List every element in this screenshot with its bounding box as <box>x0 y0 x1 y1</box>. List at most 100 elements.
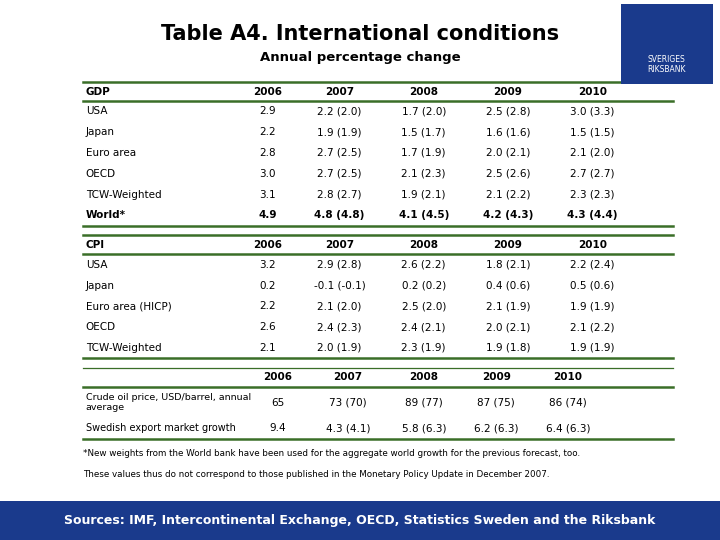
Text: 2006: 2006 <box>264 373 292 382</box>
Text: 0.2 (0.2): 0.2 (0.2) <box>402 280 446 291</box>
Text: 4.1 (4.5): 4.1 (4.5) <box>399 210 449 220</box>
Text: 87 (75): 87 (75) <box>477 397 515 408</box>
Text: 2.1 (2.3): 2.1 (2.3) <box>402 168 446 179</box>
Text: 1.9 (1.9): 1.9 (1.9) <box>318 127 361 137</box>
Text: USA: USA <box>86 260 107 270</box>
Text: 2009: 2009 <box>493 240 523 250</box>
Text: 1.8 (2.1): 1.8 (2.1) <box>486 260 530 270</box>
Text: 2.9 (2.8): 2.9 (2.8) <box>318 260 361 270</box>
Text: USA: USA <box>86 106 107 117</box>
Text: 5.8 (6.3): 5.8 (6.3) <box>402 423 446 434</box>
Text: 6.4 (6.3): 6.4 (6.3) <box>546 423 590 434</box>
Text: 2.6: 2.6 <box>259 322 276 332</box>
Text: 2010: 2010 <box>577 240 607 250</box>
Text: SVERIGES
RIKSBANK: SVERIGES RIKSBANK <box>647 55 686 75</box>
Text: Sources: IMF, Intercontinental Exchange, OECD, Statistics Sweden and the Riksban: Sources: IMF, Intercontinental Exchange,… <box>64 514 656 527</box>
Text: 0.2: 0.2 <box>259 280 276 291</box>
Text: 2010: 2010 <box>577 86 607 97</box>
Text: 3.0 (3.3): 3.0 (3.3) <box>570 106 614 117</box>
Text: Japan: Japan <box>86 127 114 137</box>
Text: 3.1: 3.1 <box>259 190 276 200</box>
Text: OECD: OECD <box>86 168 116 179</box>
Text: 9.4: 9.4 <box>269 423 287 434</box>
Text: 2.5 (2.8): 2.5 (2.8) <box>486 106 530 117</box>
Text: Swedish export market growth: Swedish export market growth <box>86 423 235 434</box>
Text: 2.7 (2.7): 2.7 (2.7) <box>570 168 614 179</box>
FancyBboxPatch shape <box>0 501 720 540</box>
Text: 4.3 (4.1): 4.3 (4.1) <box>325 423 370 434</box>
Text: 2.0 (2.1): 2.0 (2.1) <box>486 148 530 158</box>
Text: 2.1 (2.0): 2.1 (2.0) <box>318 301 361 312</box>
Text: 2.2 (2.0): 2.2 (2.0) <box>318 106 361 117</box>
Text: 4.9: 4.9 <box>258 210 276 220</box>
Text: 1.5 (1.5): 1.5 (1.5) <box>570 127 614 137</box>
Text: 0.5 (0.6): 0.5 (0.6) <box>570 280 614 291</box>
Text: 2.1 (1.9): 2.1 (1.9) <box>486 301 530 312</box>
Text: 1.6 (1.6): 1.6 (1.6) <box>486 127 530 137</box>
Text: 2009: 2009 <box>482 373 510 382</box>
Text: 2.7 (2.5): 2.7 (2.5) <box>318 148 361 158</box>
Text: CPI: CPI <box>86 240 105 250</box>
Text: Euro area (HICP): Euro area (HICP) <box>86 301 171 312</box>
Text: 2006: 2006 <box>253 240 282 250</box>
Text: 2.3 (1.9): 2.3 (1.9) <box>402 343 446 353</box>
Text: 2007: 2007 <box>325 240 354 250</box>
Text: *New weights from the World bank have been used for the aggregate world growth f: *New weights from the World bank have be… <box>83 449 580 457</box>
Text: 2.2 (2.4): 2.2 (2.4) <box>570 260 614 270</box>
Text: 2.1 (2.2): 2.1 (2.2) <box>570 322 614 332</box>
Text: 1.5 (1.7): 1.5 (1.7) <box>402 127 446 137</box>
Text: 1.7 (1.9): 1.7 (1.9) <box>402 148 446 158</box>
Text: 65: 65 <box>271 397 284 408</box>
Text: 1.9 (1.8): 1.9 (1.8) <box>486 343 530 353</box>
Text: 2.5 (2.6): 2.5 (2.6) <box>486 168 530 179</box>
Text: 2010: 2010 <box>554 373 582 382</box>
Text: 4.2 (4.3): 4.2 (4.3) <box>483 210 533 220</box>
Text: OECD: OECD <box>86 322 116 332</box>
Text: 2.2: 2.2 <box>259 301 276 312</box>
Text: 86 (74): 86 (74) <box>549 397 587 408</box>
Text: 2.0 (1.9): 2.0 (1.9) <box>318 343 361 353</box>
Text: 1.9 (1.9): 1.9 (1.9) <box>570 343 614 353</box>
Text: 2.7 (2.5): 2.7 (2.5) <box>318 168 361 179</box>
Text: These values thus do not correspond to those published in the Monetary Policy Up: These values thus do not correspond to t… <box>83 470 549 479</box>
Text: 2009: 2009 <box>493 86 523 97</box>
Text: Annual percentage change: Annual percentage change <box>260 51 460 64</box>
Text: -0.1 (-0.1): -0.1 (-0.1) <box>314 280 365 291</box>
Text: 89 (77): 89 (77) <box>405 397 443 408</box>
Text: GDP: GDP <box>86 86 110 97</box>
Text: 2.4 (2.1): 2.4 (2.1) <box>402 322 446 332</box>
Text: average: average <box>86 403 125 412</box>
Text: 3.0: 3.0 <box>259 168 276 179</box>
FancyBboxPatch shape <box>621 4 713 84</box>
Text: Japan: Japan <box>86 280 114 291</box>
Text: 2.8: 2.8 <box>259 148 276 158</box>
Text: 2.2: 2.2 <box>259 127 276 137</box>
Text: 2.5 (2.0): 2.5 (2.0) <box>402 301 446 312</box>
Text: 2.4 (2.3): 2.4 (2.3) <box>318 322 361 332</box>
Text: TCW-Weighted: TCW-Weighted <box>86 190 161 200</box>
Text: 2.1: 2.1 <box>259 343 276 353</box>
Text: 2.9: 2.9 <box>259 106 276 117</box>
Text: 1.9 (1.9): 1.9 (1.9) <box>570 301 614 312</box>
Text: 0.4 (0.6): 0.4 (0.6) <box>486 280 530 291</box>
Text: 2008: 2008 <box>410 373 438 382</box>
Text: 4.3 (4.4): 4.3 (4.4) <box>567 210 618 220</box>
Text: 4.8 (4.8): 4.8 (4.8) <box>315 210 364 220</box>
Text: TCW-Weighted: TCW-Weighted <box>86 343 161 353</box>
Text: 3.2: 3.2 <box>259 260 276 270</box>
Text: 1.7 (2.0): 1.7 (2.0) <box>402 106 446 117</box>
Text: 2.0 (2.1): 2.0 (2.1) <box>486 322 530 332</box>
Text: 6.2 (6.3): 6.2 (6.3) <box>474 423 518 434</box>
Text: 2.6 (2.2): 2.6 (2.2) <box>402 260 446 270</box>
Text: 2.1 (2.2): 2.1 (2.2) <box>486 190 530 200</box>
Text: 2007: 2007 <box>333 373 362 382</box>
Text: Euro area: Euro area <box>86 148 136 158</box>
Text: 2007: 2007 <box>325 86 354 97</box>
Text: 2006: 2006 <box>253 86 282 97</box>
Text: 2008: 2008 <box>409 86 438 97</box>
Text: 2.8 (2.7): 2.8 (2.7) <box>318 190 361 200</box>
Text: Crude oil price, USD/barrel, annual: Crude oil price, USD/barrel, annual <box>86 393 251 402</box>
Text: 2.1 (2.0): 2.1 (2.0) <box>570 148 614 158</box>
Text: Table A4. International conditions: Table A4. International conditions <box>161 24 559 44</box>
Text: World*: World* <box>86 210 126 220</box>
